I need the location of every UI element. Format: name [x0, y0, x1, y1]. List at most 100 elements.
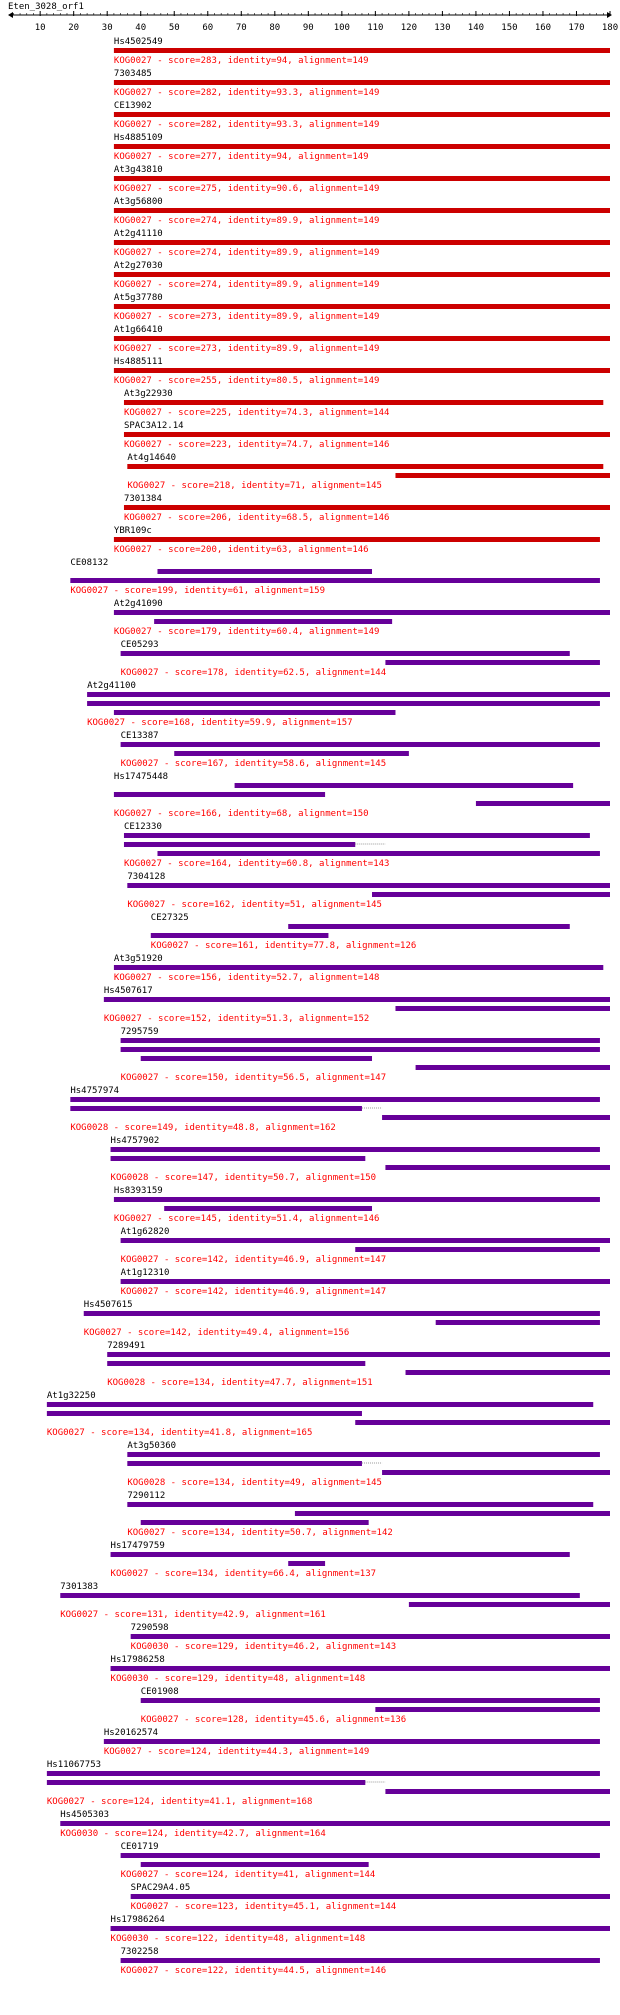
hit-bar [113, 336, 610, 341]
hit-bar [127, 1502, 594, 1507]
hit-bar [110, 1666, 611, 1671]
hit-bar [120, 1047, 600, 1052]
hit-bar [150, 933, 329, 938]
hit-label: KOG0028 - score=134, identity=47.7, alig… [107, 1378, 373, 1388]
query-title: Eten_3028_orf1 [8, 2, 84, 12]
hit-bar [113, 537, 600, 542]
hit-label: KOG0028 - score=149, identity=48.8, alig… [70, 1123, 336, 1133]
hit-bar [120, 1853, 600, 1858]
hit-bar [130, 1634, 610, 1639]
hit-bar [385, 660, 600, 665]
hit-label: KOG0027 - score=142, identity=49.4, alig… [84, 1328, 350, 1338]
hit-bar [113, 48, 610, 53]
hit-label: KOG0027 - score=206, identity=68.5, alig… [124, 513, 390, 523]
hit-bar [164, 1206, 373, 1211]
hit-label: KOG0027 - score=123, identity=45.1, alig… [131, 1902, 397, 1912]
hit-label: KOG0027 - score=152, identity=51.3, alig… [104, 1014, 370, 1024]
hit-label: KOG0030 - score=122, identity=48, alignm… [111, 1934, 366, 1944]
hit-bar [405, 1370, 610, 1375]
hit-label: KOG0027 - score=134, identity=50.7, alig… [127, 1528, 393, 1538]
hit-name: CE01908 [141, 1687, 179, 1697]
hit-bar [113, 965, 604, 970]
hit-name: At5g37780 [114, 293, 163, 303]
hit-name: At4g14640 [127, 453, 176, 463]
hit-name: At3g43810 [114, 165, 163, 175]
hit-bar [157, 569, 373, 574]
hit-bar [107, 1352, 611, 1357]
hit-bar [120, 742, 600, 747]
hit-label: KOG0027 - score=162, identity=51, alignm… [127, 900, 382, 910]
hit-name: 7289491 [107, 1341, 145, 1351]
axis-left-arrow-icon [8, 12, 13, 18]
hit-label: KOG0027 - score=124, identity=44.3, alig… [104, 1747, 370, 1757]
hit-bar [120, 1238, 610, 1243]
hit-name: 7301384 [124, 494, 162, 504]
hit-name: 7290598 [131, 1623, 169, 1633]
hit-label: KOG0027 - score=166, identity=68, alignm… [114, 809, 369, 819]
hit-name: Hs11067753 [47, 1760, 101, 1770]
hit-label: KOG0028 - score=147, identity=50.7, alig… [111, 1173, 377, 1183]
axis-tick-label: 50 [169, 23, 180, 33]
position-axis: 10 20 30 40 50 60 70 80 90 100 110 120 130 140 150 160 1… [8, 11, 618, 33]
hit-bar [113, 208, 610, 213]
hit-label: KOG0027 - score=142, identity=46.9, alig… [121, 1255, 387, 1265]
hit-name: CE08132 [70, 558, 108, 568]
hit-bar [408, 1602, 610, 1607]
hit-label: KOG0027 - score=164, identity=60.8, alig… [124, 859, 390, 869]
hit-bar [372, 892, 610, 897]
hit-bar [395, 1006, 610, 1011]
hit-name: Hs20162574 [104, 1728, 158, 1738]
hit-bar [127, 464, 604, 469]
hit-name: CE05293 [121, 640, 159, 650]
hit-label: KOG0028 - score=134, identity=49, alignm… [127, 1478, 382, 1488]
hit-name: Hs4885111 [114, 357, 163, 367]
hit-bar [113, 112, 610, 117]
hit-bar [113, 710, 396, 715]
hit-name: Hs17986264 [111, 1915, 165, 1925]
hit-name: Hs4757902 [111, 1136, 160, 1146]
hit-name: At2g41090 [114, 599, 163, 609]
hit-name: At1g12310 [121, 1268, 170, 1278]
hit-name: At2g27030 [114, 261, 163, 271]
hit-bar [46, 1402, 594, 1407]
hit-bar [123, 400, 604, 405]
hit-label: KOG0030 - score=129, identity=46.2, alig… [131, 1642, 397, 1652]
hit-label: KOG0027 - score=161, identity=77.8, alig… [151, 941, 417, 951]
hit-bar [113, 144, 610, 149]
hit-name: At1g62820 [121, 1227, 170, 1237]
hit-name: 7303485 [114, 69, 152, 79]
hit-name: At1g66410 [114, 325, 163, 335]
hit-bar [60, 1593, 580, 1598]
hit-name: CE13387 [121, 731, 159, 741]
hit-bar [70, 578, 600, 583]
hit-name: Hs17986258 [111, 1655, 165, 1665]
hit-label: KOG0027 - score=128, identity=45.6, alig… [141, 1715, 407, 1725]
hit-bar [475, 801, 610, 806]
hit-name: Hs17479759 [111, 1541, 165, 1551]
hit-bar [113, 240, 610, 245]
hit-label: KOG0027 - score=145, identity=51.4, alig… [114, 1214, 380, 1224]
hit-label: KOG0027 - score=122, identity=44.5, alig… [121, 1966, 387, 1976]
axis-tick-label: 130 [434, 23, 450, 33]
axis-tick-label: 70 [236, 23, 247, 33]
hit-bar [288, 924, 570, 929]
hit-bar [294, 1511, 610, 1516]
hit-bar [415, 1065, 610, 1070]
axis-tick-label: 180 [602, 23, 618, 33]
hit-name: Hs4757974 [70, 1086, 119, 1096]
hit-bar [375, 1707, 600, 1712]
hit-label: KOG0027 - score=199, identity=61, alignm… [70, 586, 325, 596]
axis-tick-label: 40 [135, 23, 146, 33]
axis-tick-label: 150 [501, 23, 517, 33]
hit-bar [113, 792, 326, 797]
hit-bar [46, 1771, 600, 1776]
axis-tick-label: 90 [303, 23, 314, 33]
hit-bar [355, 1247, 600, 1252]
axis-tick-label: 170 [568, 23, 584, 33]
hit-name: CE13902 [114, 101, 152, 111]
hit-label: KOG0027 - score=282, identity=93.3, alig… [114, 120, 380, 130]
hit-bar [288, 1561, 326, 1566]
hit-label: KOG0027 - score=274, identity=89.9, alig… [114, 248, 380, 258]
hit-name: Hs4507615 [84, 1300, 133, 1310]
